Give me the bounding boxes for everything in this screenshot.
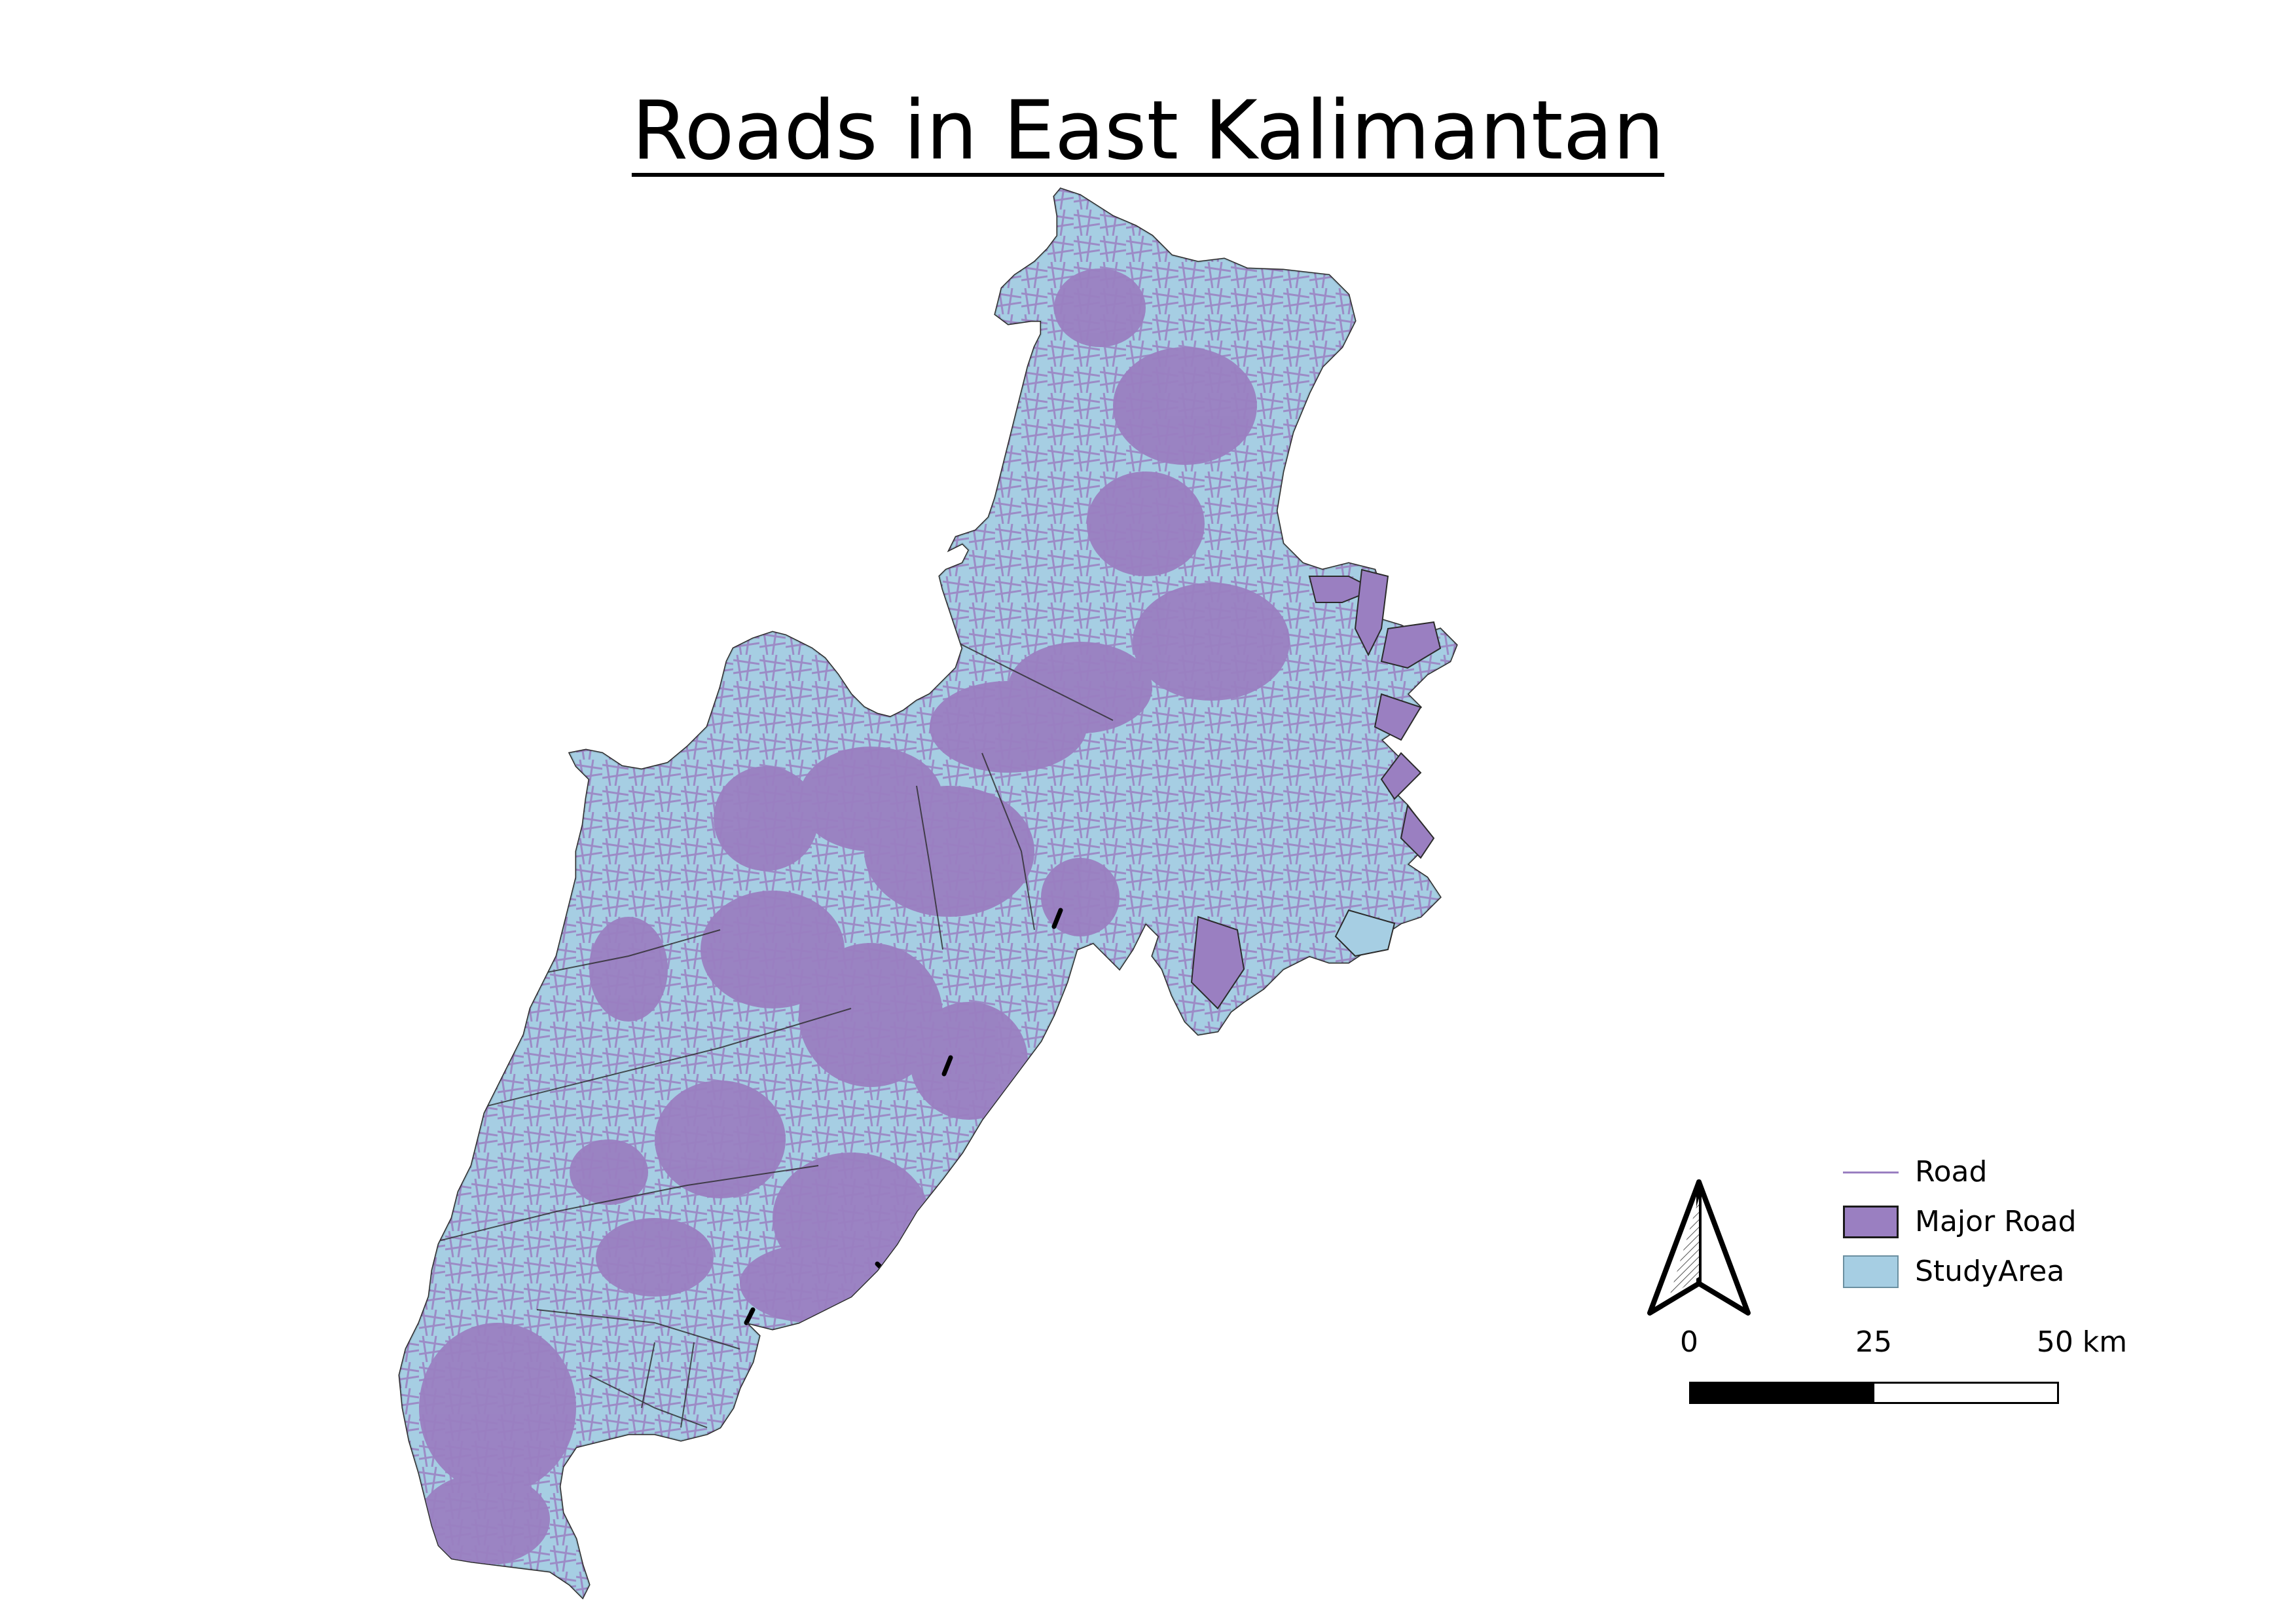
legend-label-road: Road	[1915, 1155, 1988, 1189]
scalebar-label-50km: 50 km	[2036, 1325, 2128, 1359]
legend-label-study-area: StudyArea	[1915, 1255, 2065, 1288]
road-network-layer	[399, 189, 1457, 1598]
scale-bar	[1689, 1382, 2059, 1404]
scale-bar-black-segment	[1691, 1384, 1874, 1402]
north-arrow-icon	[1647, 1179, 1751, 1316]
scalebar-label-0: 0	[1680, 1325, 1698, 1359]
delta-islands	[1190, 568, 1442, 1010]
study-area-fill-swatch	[1843, 1255, 1899, 1288]
major-road-fill-swatch	[1843, 1206, 1899, 1238]
legend-item-major-road: Major Road	[1843, 1199, 2170, 1245]
scalebar-label-25: 25	[1855, 1325, 1892, 1359]
map-title: Roads in East Kalimantan	[631, 84, 1665, 178]
legend-item-study-area: StudyArea	[1843, 1249, 2170, 1295]
legend-item-road: Road	[1843, 1149, 2170, 1195]
legend-label-major-road: Major Road	[1915, 1205, 2077, 1238]
road-line-swatch	[1843, 1172, 1899, 1173]
